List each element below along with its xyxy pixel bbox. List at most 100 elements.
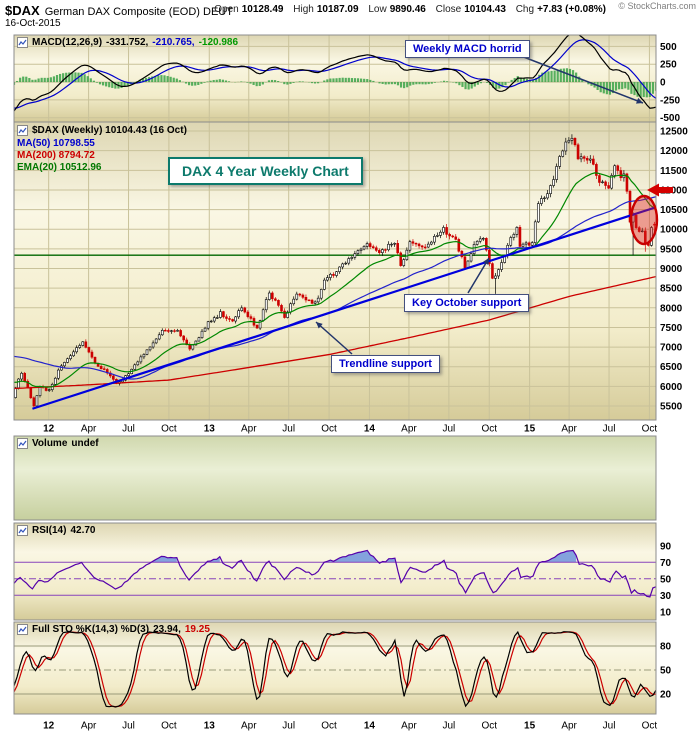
svg-text:30: 30 xyxy=(660,591,672,602)
svg-text:7500: 7500 xyxy=(660,323,683,334)
svg-text:Oct: Oct xyxy=(321,721,337,732)
svg-text:Jul: Jul xyxy=(603,424,616,435)
volume-panel-bg xyxy=(14,436,656,520)
svg-text:Oct: Oct xyxy=(642,424,658,435)
indicator-icon[interactable] xyxy=(17,125,28,136)
price-panel-border xyxy=(13,121,657,421)
macd-signal-value: -210.765, xyxy=(152,37,195,48)
macd-label-row: MACD(12,26,9) -331.752, -210.765, -120.9… xyxy=(17,37,238,48)
svg-text:14: 14 xyxy=(364,721,376,732)
rsi-series xyxy=(14,549,656,598)
svg-text:250: 250 xyxy=(660,60,677,71)
svg-text:Apr: Apr xyxy=(401,721,417,732)
svg-text:70: 70 xyxy=(660,558,672,569)
sto-panel-bg xyxy=(14,622,656,714)
svg-text:20: 20 xyxy=(660,690,672,701)
svg-text:10000: 10000 xyxy=(660,225,688,236)
sto-d-value: 19.25 xyxy=(184,624,210,635)
svg-text:Apr: Apr xyxy=(81,721,97,732)
low-value: 9890.46 xyxy=(389,4,426,15)
trendline-support-note: Trendline support xyxy=(331,355,440,373)
svg-text:12: 12 xyxy=(43,424,55,435)
macd-value: -331.752, xyxy=(106,37,149,48)
svg-text:-500: -500 xyxy=(660,113,680,124)
svg-text:Oct: Oct xyxy=(642,721,658,732)
svg-text:Apr: Apr xyxy=(241,721,257,732)
chg-label: Chg xyxy=(515,4,535,15)
rsi-label-row: RSI(14) 42.70 xyxy=(17,525,95,536)
sto-k-value: 23.94, xyxy=(153,624,181,635)
svg-text:Oct: Oct xyxy=(161,721,177,732)
svg-text:10: 10 xyxy=(660,607,672,618)
copyright: © StockCharts.com xyxy=(618,1,696,11)
sto-label-row: Full STO %K(14,3) %D(3) 23.94, 19.25 xyxy=(17,624,210,635)
svg-text:Apr: Apr xyxy=(561,424,577,435)
sto-series xyxy=(14,630,656,708)
breakdown-highlight-ellipse xyxy=(629,194,659,246)
price-series xyxy=(14,134,656,410)
rsi-label: RSI(14) xyxy=(32,525,67,536)
volume-panel-border xyxy=(13,435,657,521)
ma200-label: MA(200) 8794.72 xyxy=(17,150,95,161)
svg-text:8500: 8500 xyxy=(660,284,683,295)
rsi-panel-bg xyxy=(14,523,656,620)
sto-panel-border xyxy=(13,621,657,715)
svg-text:9500: 9500 xyxy=(660,244,683,255)
svg-text:0: 0 xyxy=(660,78,666,89)
svg-text:Jul: Jul xyxy=(442,424,455,435)
open-value: 10128.49 xyxy=(241,4,284,15)
price-label-row: $DAX (Weekly) 10104.43 (16 Oct) xyxy=(17,125,187,136)
volume-label-row: Volume undef xyxy=(17,438,99,449)
breakdown-arrow xyxy=(647,183,673,197)
macd-hist-value: -120.986 xyxy=(198,37,239,48)
volume-value: undef xyxy=(71,438,99,449)
october-support-note: Key October support xyxy=(404,294,530,312)
svg-text:12: 12 xyxy=(43,721,55,732)
quote-strip: Open 10128.49 High 10187.09 Low 9890.46 Clo… xyxy=(214,4,606,15)
indicator-icon[interactable] xyxy=(17,525,28,536)
svg-text:90: 90 xyxy=(660,541,672,552)
open-label: Open xyxy=(214,4,239,15)
macd-horrid-note: Weekly MACD horrid xyxy=(405,40,530,58)
sto-label: Full STO %K(14,3) %D(3) xyxy=(32,624,150,635)
svg-text:-250: -250 xyxy=(660,95,680,106)
svg-text:Jul: Jul xyxy=(122,721,135,732)
svg-text:50: 50 xyxy=(660,666,672,677)
svg-text:500: 500 xyxy=(660,42,677,53)
svg-text:10500: 10500 xyxy=(660,205,688,216)
high-value: 10187.09 xyxy=(316,4,359,15)
svg-text:Oct: Oct xyxy=(321,424,337,435)
ema20-label: EMA(20) 10512.96 xyxy=(17,162,102,173)
svg-text:15: 15 xyxy=(524,424,536,435)
svg-text:14: 14 xyxy=(364,424,376,435)
svg-text:8000: 8000 xyxy=(660,303,683,314)
low-label: Low xyxy=(368,4,387,15)
svg-text:13: 13 xyxy=(204,424,216,435)
macd-label: MACD(12,26,9) xyxy=(32,37,103,48)
svg-text:12000: 12000 xyxy=(660,146,688,157)
ma50-label: MA(50) 10798.55 xyxy=(17,138,95,149)
indicator-icon[interactable] xyxy=(17,37,28,48)
svg-text:Oct: Oct xyxy=(481,721,497,732)
svg-text:12500: 12500 xyxy=(660,127,688,138)
indicator-icon[interactable] xyxy=(17,438,28,449)
rsi-value: 42.70 xyxy=(70,525,96,536)
chart-title-note: DAX 4 Year Weekly Chart xyxy=(168,157,363,185)
svg-text:13: 13 xyxy=(204,721,216,732)
close-value: 10104.43 xyxy=(464,4,506,15)
svg-text:Jul: Jul xyxy=(442,721,455,732)
price-label: $DAX (Weekly) 10104.43 (16 Oct) xyxy=(32,125,187,136)
indicator-icon[interactable] xyxy=(17,624,28,635)
svg-text:Oct: Oct xyxy=(481,424,497,435)
header: $DAX German DAX Composite (EOD) DEUT xyxy=(5,2,233,20)
volume-label: Volume xyxy=(32,438,68,449)
svg-text:Jul: Jul xyxy=(122,424,135,435)
svg-text:11000: 11000 xyxy=(660,185,688,196)
svg-text:9000: 9000 xyxy=(660,264,683,275)
svg-text:Jul: Jul xyxy=(603,721,616,732)
svg-text:Apr: Apr xyxy=(561,721,577,732)
svg-text:Jul: Jul xyxy=(282,721,295,732)
svg-text:6500: 6500 xyxy=(660,362,683,373)
